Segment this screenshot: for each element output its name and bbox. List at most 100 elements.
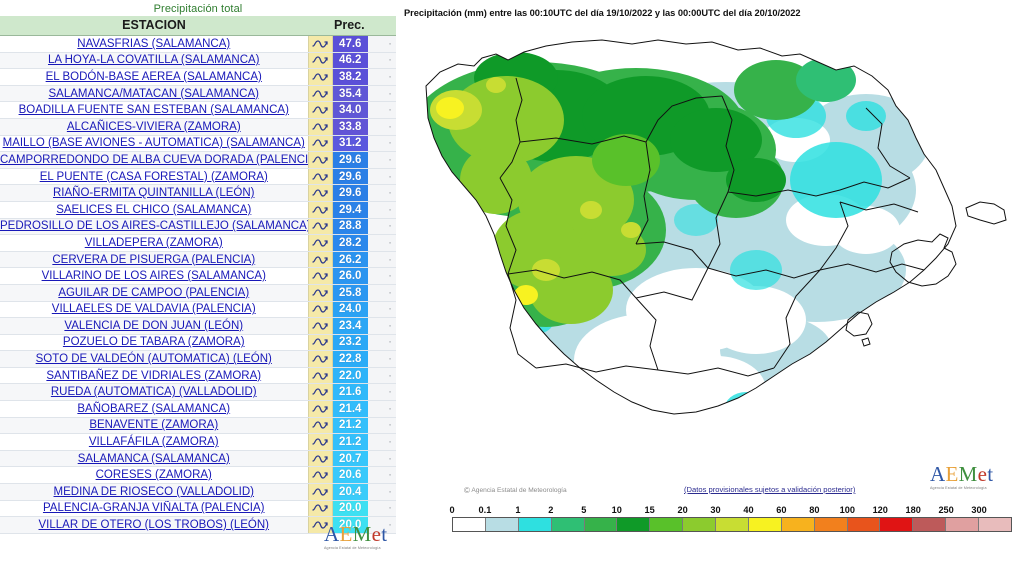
table-row[interactable]: RUEDA (AUTOMATICA) (VALLADOLID) 21.6 · (0, 383, 396, 402)
station-cell[interactable]: AGUILAR DE CAMPOO (PALENCIA) (0, 284, 308, 302)
station-link[interactable]: RUEDA (AUTOMATICA) (VALLADOLID) (50, 386, 257, 399)
table-row[interactable]: CERVERA DE PISUERGA (PALENCIA) 26.2 · (0, 251, 396, 269)
sounding-icon-cell[interactable] (307, 516, 333, 534)
station-cell[interactable]: POZUELO DE TABARA (ZAMORA) (0, 334, 308, 352)
table-row[interactable]: BENAVENTE (ZAMORA) 21.2 · (0, 417, 396, 435)
station-cell[interactable]: VILLADEPERA (ZAMORA) (0, 234, 308, 252)
station-link[interactable]: NAVASFRIAS (SALAMANCA) (77, 37, 231, 50)
sounding-icon-cell[interactable] (307, 234, 333, 252)
sounding-icon-cell[interactable] (307, 85, 333, 103)
table-row[interactable]: ALCAÑICES-VIVIERA (ZAMORA) 33.8 · (0, 118, 396, 136)
station-cell[interactable]: CERVERA DE PISUERGA (PALENCIA) (0, 251, 308, 269)
station-cell[interactable]: ALCAÑICES-VIVIERA (ZAMORA) (0, 118, 308, 136)
table-row[interactable]: VILLAELES DE VALDAVIA (PALENCIA) 24.0 · (0, 301, 396, 319)
sounding-icon-cell[interactable] (307, 367, 333, 385)
sounding-icon-cell[interactable] (307, 218, 333, 236)
station-cell[interactable]: SAELICES EL CHICO (SALAMANCA) (0, 201, 308, 219)
station-cell[interactable]: EL BODÓN-BASE AEREA (SALAMANCA) (0, 68, 308, 86)
table-row[interactable]: SALAMANCA/MATACAN (SALAMANCA) 35.4 · (0, 85, 396, 103)
sounding-icon-cell[interactable] (307, 433, 333, 451)
sounding-icon-cell[interactable] (307, 151, 333, 169)
table-row[interactable]: SOTO DE VALDEÓN (AUTOMATICA) (LEÓN) 22.8 · (0, 350, 396, 368)
station-link[interactable]: BOADILLA FUENTE SAN ESTEBAN (SALAMANCA) (18, 104, 289, 117)
station-link[interactable]: VILLARINO DE LOS AIRES (SALAMANCA) (41, 270, 266, 283)
station-link[interactable]: PALENCIA-GRANJA VIÑALTA (PALENCIA) (42, 502, 265, 515)
station-cell[interactable]: VILLAFÁFILA (ZAMORA) (0, 433, 308, 451)
sounding-icon-cell[interactable] (307, 466, 333, 485)
station-cell[interactable]: BOADILLA FUENTE SAN ESTEBAN (SALAMANCA) (0, 101, 308, 119)
station-link[interactable]: SAELICES EL CHICO (SALAMANCA) (56, 203, 252, 216)
sounding-icon-cell[interactable] (307, 101, 333, 119)
station-cell[interactable]: RUEDA (AUTOMATICA) (VALLADOLID) (0, 383, 308, 402)
station-link[interactable]: VILLAFÁFILA (ZAMORA) (88, 436, 219, 449)
sounding-icon-cell[interactable] (307, 450, 333, 468)
table-row[interactable]: PALENCIA-GRANJA VIÑALTA (PALENCIA) 20.0 · (0, 500, 396, 518)
station-cell[interactable]: SALAMANCA/MATACAN (SALAMANCA) (0, 85, 308, 103)
table-row[interactable]: CORESES (ZAMORA) 20.6 · (0, 466, 396, 485)
table-row[interactable]: SANTIBAÑEZ DE VIDRIALES (ZAMORA) 22.0 · (0, 367, 396, 385)
station-link[interactable]: CAMPORREDONDO DE ALBA CUEVA DORADA (PALE… (0, 153, 308, 166)
station-link[interactable]: MEDINA DE RIOSECO (VALLADOLID) (53, 485, 254, 498)
table-row[interactable]: VALENCIA DE DON JUAN (LEÓN) 23.4 · (0, 317, 396, 335)
sounding-icon-cell[interactable] (307, 500, 333, 518)
sounding-icon-cell[interactable] (307, 350, 333, 368)
table-row[interactable]: SAELICES EL CHICO (SALAMANCA) 29.4 · (0, 201, 396, 219)
station-link[interactable]: EL PUENTE (CASA FORESTAL) (ZAMORA) (39, 170, 268, 183)
sounding-icon-cell[interactable] (307, 184, 333, 202)
station-cell[interactable]: LA HOYA-LA COVATILLA (SALAMANCA) (0, 52, 308, 70)
column-header-station[interactable]: ESTACION (0, 16, 308, 36)
station-link[interactable]: RIAÑO-ERMITA QUINTANILLA (LEÓN) (53, 187, 255, 200)
station-link[interactable]: VILLADEPERA (ZAMORA) (84, 236, 223, 249)
table-row[interactable]: RIAÑO-ERMITA QUINTANILLA (LEÓN) 29.6 · (0, 184, 396, 202)
sounding-icon-cell[interactable] (307, 400, 333, 418)
table-row[interactable]: VILLAFÁFILA (ZAMORA) 21.2 · (0, 433, 396, 451)
station-link[interactable]: POZUELO DE TABARA (ZAMORA) (62, 336, 245, 349)
sounding-icon-cell[interactable] (307, 483, 333, 501)
station-cell[interactable]: VILLAR DE OTERO (LOS TROBOS) (LEÓN) (0, 516, 308, 534)
table-row[interactable]: VILLAR DE OTERO (LOS TROBOS) (LEÓN) 20.0 · (0, 516, 396, 534)
station-link[interactable]: BENAVENTE (ZAMORA) (89, 419, 219, 432)
sounding-icon-cell[interactable] (307, 35, 333, 53)
station-cell[interactable]: RIAÑO-ERMITA QUINTANILLA (LEÓN) (0, 184, 308, 202)
station-link[interactable]: SALAMANCA (SALAMANCA) (77, 452, 230, 465)
table-row[interactable]: VILLADEPERA (ZAMORA) 28.2 · (0, 234, 396, 252)
table-row[interactable]: POZUELO DE TABARA (ZAMORA) 23.2 · (0, 334, 396, 352)
sounding-icon-cell[interactable] (307, 301, 333, 319)
station-link[interactable]: EL BODÓN-BASE AEREA (SALAMANCA) (45, 70, 262, 83)
table-row[interactable]: CAMPORREDONDO DE ALBA CUEVA DORADA (PALE… (0, 151, 396, 169)
sounding-icon-cell[interactable] (307, 118, 333, 136)
station-cell[interactable]: VILLARINO DE LOS AIRES (SALAMANCA) (0, 267, 308, 285)
station-link[interactable]: MAILLO (BASE AVIONES - AUTOMATICA) (SALA… (2, 137, 305, 150)
station-link[interactable]: SANTIBAÑEZ DE VIDRIALES (ZAMORA) (46, 369, 262, 382)
sounding-icon-cell[interactable] (307, 383, 333, 402)
table-row[interactable]: AGUILAR DE CAMPOO (PALENCIA) 25.8 · (0, 284, 396, 302)
station-cell[interactable]: VALENCIA DE DON JUAN (LEÓN) (0, 317, 308, 335)
sounding-icon-cell[interactable] (307, 68, 333, 86)
table-row[interactable]: BAÑOBAREZ (SALAMANCA) 21.4 · (0, 400, 396, 418)
station-cell[interactable]: SANTIBAÑEZ DE VIDRIALES (ZAMORA) (0, 367, 308, 385)
sounding-icon-cell[interactable] (307, 267, 333, 285)
table-row[interactable]: EL PUENTE (CASA FORESTAL) (ZAMORA) 29.6 · (0, 168, 396, 186)
station-link[interactable]: VILLAR DE OTERO (LOS TROBOS) (LEÓN) (38, 519, 269, 532)
station-cell[interactable]: BENAVENTE (ZAMORA) (0, 417, 308, 435)
sounding-icon-cell[interactable] (307, 135, 333, 153)
table-row[interactable]: NAVASFRIAS (SALAMANCA) 47.6 · (0, 35, 396, 53)
station-cell[interactable]: PALENCIA-GRANJA VIÑALTA (PALENCIA) (0, 500, 308, 518)
column-header-value[interactable]: Prec. Hor (332, 16, 368, 36)
table-row[interactable]: SALAMANCA (SALAMANCA) 20.7 · (0, 450, 396, 468)
station-link[interactable]: CORESES (ZAMORA) (95, 469, 212, 482)
sounding-icon-cell[interactable] (307, 334, 333, 352)
station-cell[interactable]: CORESES (ZAMORA) (0, 466, 308, 485)
station-cell[interactable]: SALAMANCA (SALAMANCA) (0, 450, 308, 468)
station-link[interactable]: BAÑOBAREZ (SALAMANCA) (77, 402, 231, 415)
station-cell[interactable]: BAÑOBAREZ (SALAMANCA) (0, 400, 308, 418)
station-link[interactable]: CERVERA DE PISUERGA (PALENCIA) (52, 253, 256, 266)
table-row[interactable]: LA HOYA-LA COVATILLA (SALAMANCA) 46.2 · (0, 52, 396, 70)
sounding-icon-cell[interactable] (307, 317, 333, 335)
station-link[interactable]: PEDROSILLO DE LOS AIRES-CASTILLEJO (SALA… (0, 220, 308, 233)
station-cell[interactable]: CAMPORREDONDO DE ALBA CUEVA DORADA (PALE… (0, 151, 308, 169)
station-cell[interactable]: MAILLO (BASE AVIONES - AUTOMATICA) (SALA… (0, 135, 308, 153)
station-link[interactable]: SOTO DE VALDEÓN (AUTOMATICA) (LEÓN) (35, 353, 272, 366)
table-row[interactable]: EL BODÓN-BASE AEREA (SALAMANCA) 38.2 · (0, 68, 396, 86)
station-cell[interactable]: PEDROSILLO DE LOS AIRES-CASTILLEJO (SALA… (0, 218, 308, 236)
